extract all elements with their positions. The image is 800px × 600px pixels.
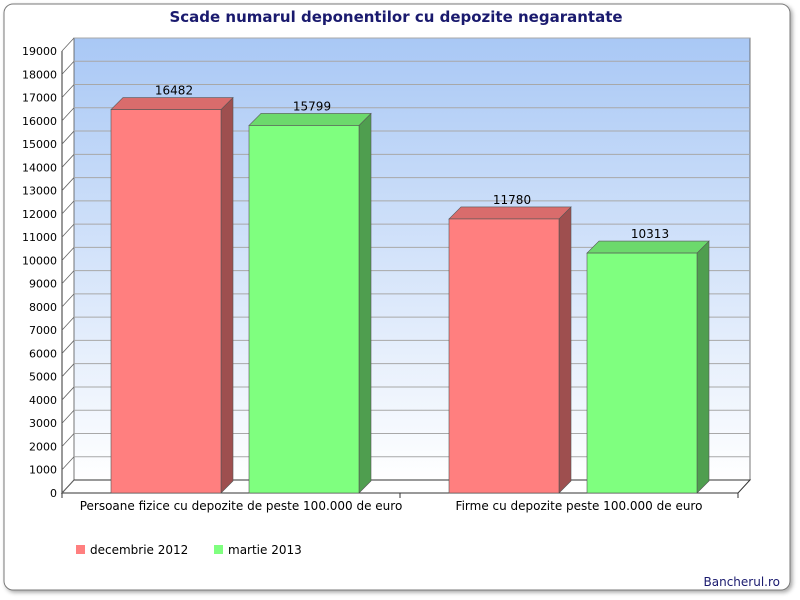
legend: decembrie 2012 martie 2013 <box>76 543 302 557</box>
y-tick-mark <box>61 293 75 308</box>
legend-swatch <box>76 545 85 554</box>
y-tick-label: 4000 <box>29 394 57 407</box>
y-tick-mark <box>61 479 75 494</box>
y-tick-label: 3000 <box>29 417 57 430</box>
y-tick-label: 13000 <box>22 185 57 198</box>
bar <box>110 109 222 494</box>
bar <box>586 252 698 494</box>
bar-value-label: 10313 <box>631 227 669 241</box>
legend-swatch <box>214 545 223 554</box>
y-tick-label: 0 <box>50 487 57 500</box>
y-tick-label: 16000 <box>22 115 57 128</box>
y-tick-mark <box>61 177 75 191</box>
y-tick-mark <box>61 130 75 145</box>
bar-value-label: 16482 <box>155 84 193 98</box>
y-tick-label: 2000 <box>29 440 57 453</box>
y-tick-mark <box>61 270 75 284</box>
y-tick-mark <box>61 200 75 215</box>
bar-top <box>110 97 234 110</box>
y-tick-label: 17000 <box>22 92 57 105</box>
y-tick-mark <box>61 316 75 331</box>
bar-top <box>248 113 372 126</box>
data-labels: 16482 15799 11780 10313 <box>155 84 669 242</box>
y-tick-label: 18000 <box>22 68 57 81</box>
y-tick-label: 14000 <box>22 161 57 174</box>
bar <box>448 218 560 494</box>
legend-label: decembrie 2012 <box>90 543 188 557</box>
chart-title: Scade numarul deponentilor cu depozite n… <box>169 8 622 26</box>
bar-value-label: 11780 <box>493 193 531 207</box>
y-tick-mark <box>61 456 75 471</box>
y-tick-mark <box>61 340 75 354</box>
y-tick-mark <box>61 363 75 377</box>
y-tick-mark <box>61 60 75 75</box>
y-tick-mark <box>61 433 75 447</box>
y-tick-mark <box>61 386 75 401</box>
bar-side <box>558 206 572 494</box>
y-tick-mark <box>61 247 75 261</box>
y-tick-label: 10000 <box>22 254 57 267</box>
legend-label: martie 2013 <box>228 543 302 557</box>
y-tick-mark <box>61 409 75 424</box>
bar <box>248 125 360 494</box>
y-tick-label: 5000 <box>29 371 57 384</box>
y-tick-mark <box>61 223 75 238</box>
y-tick-label: 12000 <box>22 208 57 221</box>
y-tick-label: 1000 <box>29 464 57 477</box>
y-tick-mark <box>61 84 75 98</box>
y-tick-label: 6000 <box>29 347 57 360</box>
y-tick-label: 15000 <box>22 138 57 151</box>
y-tick-label: 9000 <box>29 278 57 291</box>
y-tick-mark <box>61 154 75 168</box>
bar-value-label: 15799 <box>293 99 331 113</box>
y-tick-label: 19000 <box>22 45 57 58</box>
y-tick-mark <box>61 37 75 52</box>
bar-top <box>448 206 572 220</box>
credit-label: Bancherul.ro <box>704 575 780 589</box>
bar-top <box>586 240 710 254</box>
y-tick-label: 7000 <box>29 324 57 337</box>
y-tick-mark <box>61 107 75 122</box>
x-category-label: Firme cu depozite peste 100.000 de euro <box>456 499 703 513</box>
y-tick-label: 11000 <box>22 231 57 244</box>
bar-side <box>220 96 234 494</box>
bars <box>110 96 710 494</box>
bar-side <box>358 112 372 494</box>
y-axis-ticks: 0 1000 2000 3000 4000 5000 6000 7000 8000 9000 100… <box>22 37 75 500</box>
x-category-label: Persoane fizice cu depozite de peste 100… <box>80 499 403 513</box>
y-tick-label: 8000 <box>29 301 57 314</box>
bar-side <box>696 240 710 494</box>
x-axis-ticks: Persoane fizice cu depozite de peste 100… <box>61 493 739 513</box>
